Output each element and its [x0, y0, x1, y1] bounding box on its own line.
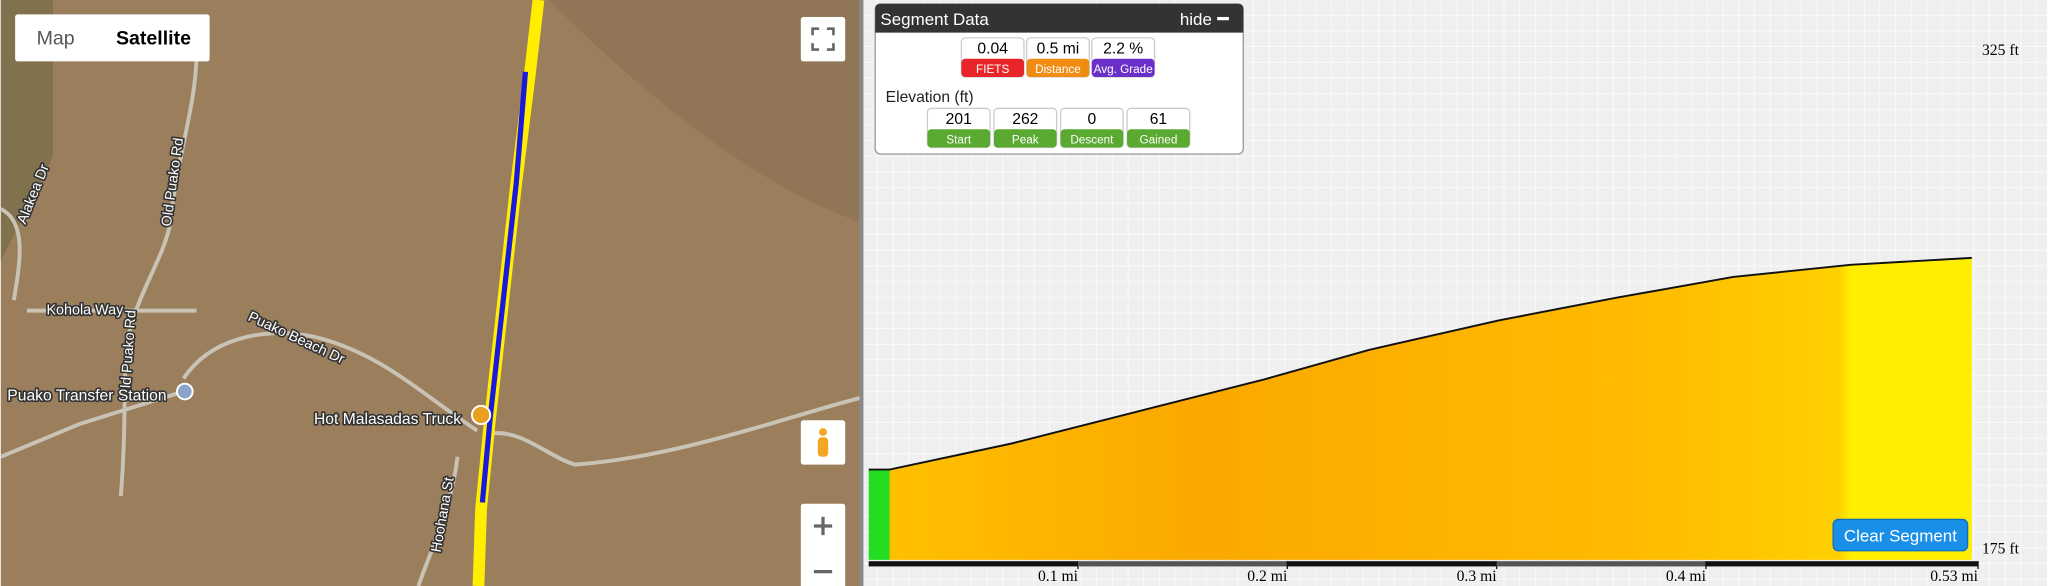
satellite-button[interactable]: Satellite: [116, 27, 191, 49]
x-tick-label: 0.53 mi: [1930, 568, 1978, 585]
elevation-title: Elevation (ft): [886, 89, 974, 106]
stat-label: Distance: [1035, 63, 1081, 76]
map[interactable]: [0, 0, 861, 586]
y-tick-label: 175 ft: [1982, 540, 2020, 557]
stat-value: 0.5 mi: [1037, 41, 1080, 58]
x-tick-label: 0.3 mi: [1457, 568, 1498, 585]
stat-value: 0: [1088, 111, 1097, 128]
stat-value: 2.2 %: [1103, 41, 1143, 58]
stat-label: FIETS: [976, 63, 1009, 76]
stat-badge: [1026, 58, 1090, 78]
clear-segment-button[interactable]: [1832, 518, 1969, 552]
x-axis-segment: [1287, 561, 1497, 567]
x-tick-label: 0.4 mi: [1666, 568, 1707, 585]
stat-badge: [927, 129, 991, 148]
x-axis-segment: [1078, 561, 1288, 567]
elevation-area: [868, 257, 1972, 560]
map-type-control: [15, 14, 210, 62]
stat-value: 201: [946, 111, 972, 128]
hide-button[interactable]: hide: [1180, 10, 1212, 29]
fullscreen-button[interactable]: [800, 16, 846, 62]
stat-value: 262: [1012, 111, 1038, 128]
stat-value: 0.04: [977, 41, 1008, 58]
map-label: Puako Transfer Station: [7, 388, 166, 405]
stat-badge: [1127, 129, 1190, 148]
stat-badge: [1091, 58, 1155, 78]
x-tick-label: 0.1 mi: [1038, 568, 1079, 585]
stat-label: Start: [946, 134, 972, 147]
stat-badge: [961, 58, 1024, 78]
x-tick-label: 0.2 mi: [1247, 568, 1288, 585]
stat-badge: [993, 129, 1057, 148]
stat-label: Avg. Grade: [1094, 63, 1153, 76]
panel-title: Segment Data: [880, 10, 989, 29]
pegman-button[interactable]: [800, 420, 846, 465]
stat-label: Descent: [1070, 134, 1114, 147]
stat-value: 61: [1150, 111, 1167, 128]
y-tick-label: 325 ft: [1982, 42, 2020, 59]
stat-label: Gained: [1140, 134, 1178, 147]
stat-label: Peak: [1012, 134, 1039, 147]
x-axis-segment: [1496, 561, 1706, 567]
map-label: Kohola Way: [46, 303, 124, 319]
map-label: Hot Malasadas Truck: [314, 411, 461, 428]
elevation-line: [868, 256, 1972, 471]
stat-badge: [1060, 129, 1124, 148]
divider: [859, 0, 864, 586]
zoom-control[interactable]: [800, 503, 846, 586]
x-axis-segment: [1705, 561, 1979, 567]
clear-segment-label[interactable]: Clear Segment: [1844, 527, 1957, 546]
x-axis-segment: [868, 561, 1079, 567]
map-button[interactable]: Map: [37, 27, 75, 49]
